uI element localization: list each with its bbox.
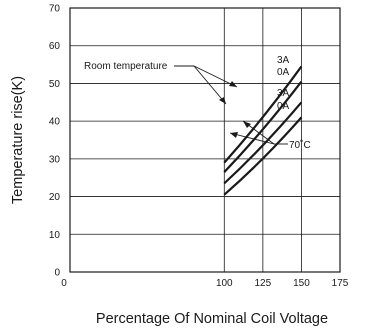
y-tick-label: 40	[49, 117, 61, 128]
plot-frame	[69, 7, 341, 273]
series-line-3	[223, 101, 303, 185]
series-lines	[223, 65, 303, 196]
series-line-4	[223, 116, 303, 196]
x-tick-label: 150	[293, 278, 310, 289]
annotation-room-temperature: Room temperature	[84, 61, 168, 72]
x-tick-label: 0	[61, 278, 67, 289]
series-current-label: 0A	[277, 67, 290, 78]
arrowhead-room-temperature-a	[229, 81, 237, 87]
leader-70c-b	[229, 132, 275, 145]
annotation-70c: 70˚C	[289, 139, 311, 151]
x-tick-label: 100	[216, 278, 233, 289]
y-tick-label: 10	[49, 230, 61, 241]
leader-room-temperature-a	[193, 65, 238, 88]
x-axis-title: Percentage Of Nominal Coil Voltage	[96, 311, 328, 327]
y-tick-label: 70	[49, 4, 61, 15]
x-tick-labels: 0 100 125 150 175	[61, 278, 349, 289]
x-tick-label: 175	[332, 278, 349, 289]
leader-room-temperature-b	[193, 65, 227, 105]
y-tick-labels: 0 10 20 30 40 50 60 70	[49, 4, 61, 279]
arrowhead-70c-b	[230, 132, 238, 138]
series-current-label: 0A	[277, 101, 290, 112]
grid	[70, 8, 340, 272]
series-current-label: 3A	[277, 55, 290, 66]
series-line-2	[223, 80, 303, 173]
series-current-label: 3A	[277, 88, 290, 99]
y-axis-title: Temperature rise(K)	[10, 76, 26, 204]
y-tick-label: 50	[49, 79, 61, 90]
y-tick-label: 30	[49, 154, 61, 165]
y-tick-label: 20	[49, 192, 61, 203]
series-line-1	[223, 65, 303, 164]
x-tick-label: 125	[255, 278, 272, 289]
y-tick-label: 0	[54, 268, 60, 279]
arrowhead-room-temperature-b	[219, 97, 226, 104]
arrowhead-70c-a	[243, 121, 251, 128]
y-tick-label: 60	[49, 41, 61, 52]
